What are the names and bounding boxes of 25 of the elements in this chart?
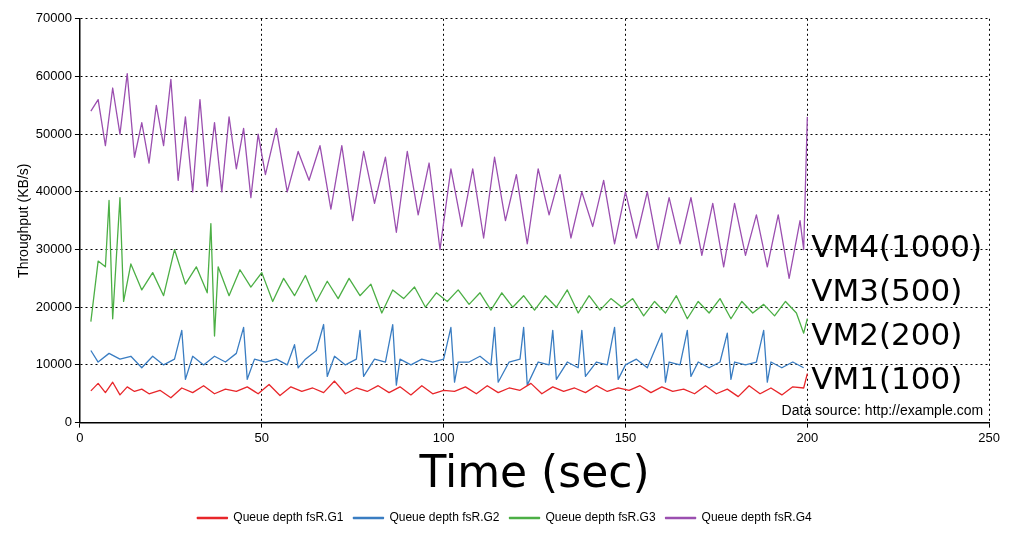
annotation: VM4(1000): [811, 227, 983, 264]
x-tick-label: 50: [254, 429, 270, 445]
x-tick-label: 0: [76, 429, 84, 445]
x-tick-label: 200: [796, 429, 819, 445]
legend-label: Queue depth fsR.G3: [545, 510, 656, 525]
annotation: VM1(100): [811, 359, 963, 396]
y-tick-label: 70000: [35, 10, 72, 26]
annotation: VM2(200): [811, 315, 963, 352]
legend-label: Queue depth fsR.G4: [701, 510, 812, 525]
x-axis-title: Time (sec): [418, 446, 650, 498]
x-tick-label: 150: [614, 429, 637, 445]
y-tick-label: 20000: [35, 298, 72, 314]
y-tick-label: 40000: [35, 183, 72, 199]
x-tick-label: 100: [432, 429, 455, 445]
y-tick-label: 10000: [35, 356, 72, 372]
y-tick-label: 30000: [35, 241, 72, 257]
legend-label: Queue depth fsR.G1: [233, 510, 344, 525]
y-axis-title: Throughput (KB/s): [15, 163, 32, 278]
legend-label: Queue depth fsR.G2: [389, 510, 500, 525]
annotation: Data source: http://example.com: [781, 402, 984, 419]
y-tick-label: 50000: [35, 125, 72, 141]
y-tick-label: 0: [64, 414, 72, 430]
y-tick-label: 60000: [35, 68, 72, 84]
annotation: VM3(500): [811, 271, 963, 308]
x-tick-label: 250: [978, 429, 1001, 445]
